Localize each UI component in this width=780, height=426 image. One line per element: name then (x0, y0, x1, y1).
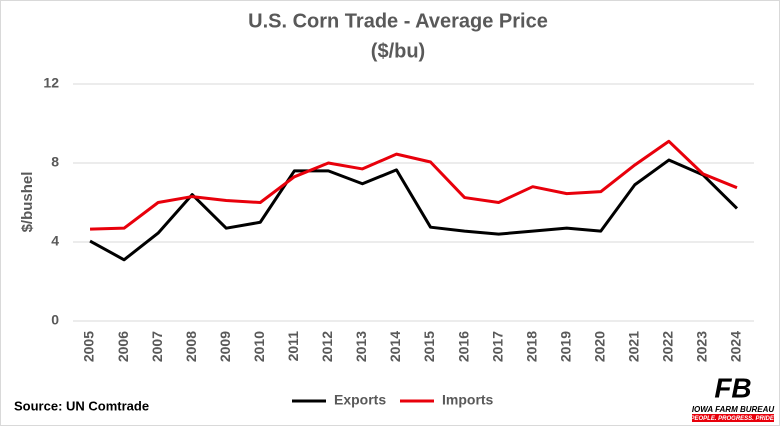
series-line (89, 158, 739, 262)
x-tick-label: 2019 (557, 331, 573, 362)
y-tick-label: 8 (51, 154, 59, 170)
chart-subtitle: ($/bu) (371, 40, 425, 62)
x-tick-label: 2009 (217, 331, 233, 362)
y-tick-label: 4 (51, 233, 59, 249)
x-tick-label: 2014 (387, 331, 403, 362)
logo-tagline: PEOPLE. PROGRESS. PRIDE. (690, 416, 775, 422)
legend-label: Imports (442, 392, 494, 408)
series-line (89, 139, 738, 231)
x-tick-label: 2008 (183, 331, 199, 362)
x-tick-label: 2013 (353, 331, 369, 362)
logo-name: IOWA FARM BUREAU (692, 405, 775, 414)
x-tick-label: 2023 (694, 331, 710, 362)
logo-mark: FB (714, 372, 751, 403)
logo-band (692, 414, 774, 422)
x-tick-label: 2017 (489, 331, 505, 362)
x-tick-label: 2021 (626, 331, 642, 362)
x-tick-label: 2024 (728, 331, 744, 362)
y-tick-label: 0 (51, 312, 59, 328)
logo: FB IOWA FARM BUREAU PEOPLE. PROGRESS. PR… (690, 372, 775, 422)
y-axis-label: $/bushel (19, 172, 36, 233)
x-tick-label: 2016 (455, 331, 471, 362)
source: Source: UN Comtrade (14, 398, 149, 413)
x-tick-label: 2011 (285, 331, 301, 362)
x-tick-label: 2007 (149, 331, 165, 362)
chart-title: U.S. Corn Trade - Average Price (248, 10, 548, 32)
legend-label: Exports (334, 392, 386, 408)
x-tick-label: 2010 (251, 331, 267, 362)
x-tick-label: 2022 (660, 331, 676, 362)
x-tick-label: 2012 (319, 331, 335, 362)
x-tick-label: 2018 (523, 331, 539, 362)
x-tick-label: 2020 (591, 331, 607, 362)
x-tick-label: 2015 (421, 331, 437, 362)
x-tick-label: 2005 (81, 331, 97, 362)
y-tick-label: 12 (43, 75, 59, 91)
x-tick-label: 2006 (115, 331, 131, 362)
